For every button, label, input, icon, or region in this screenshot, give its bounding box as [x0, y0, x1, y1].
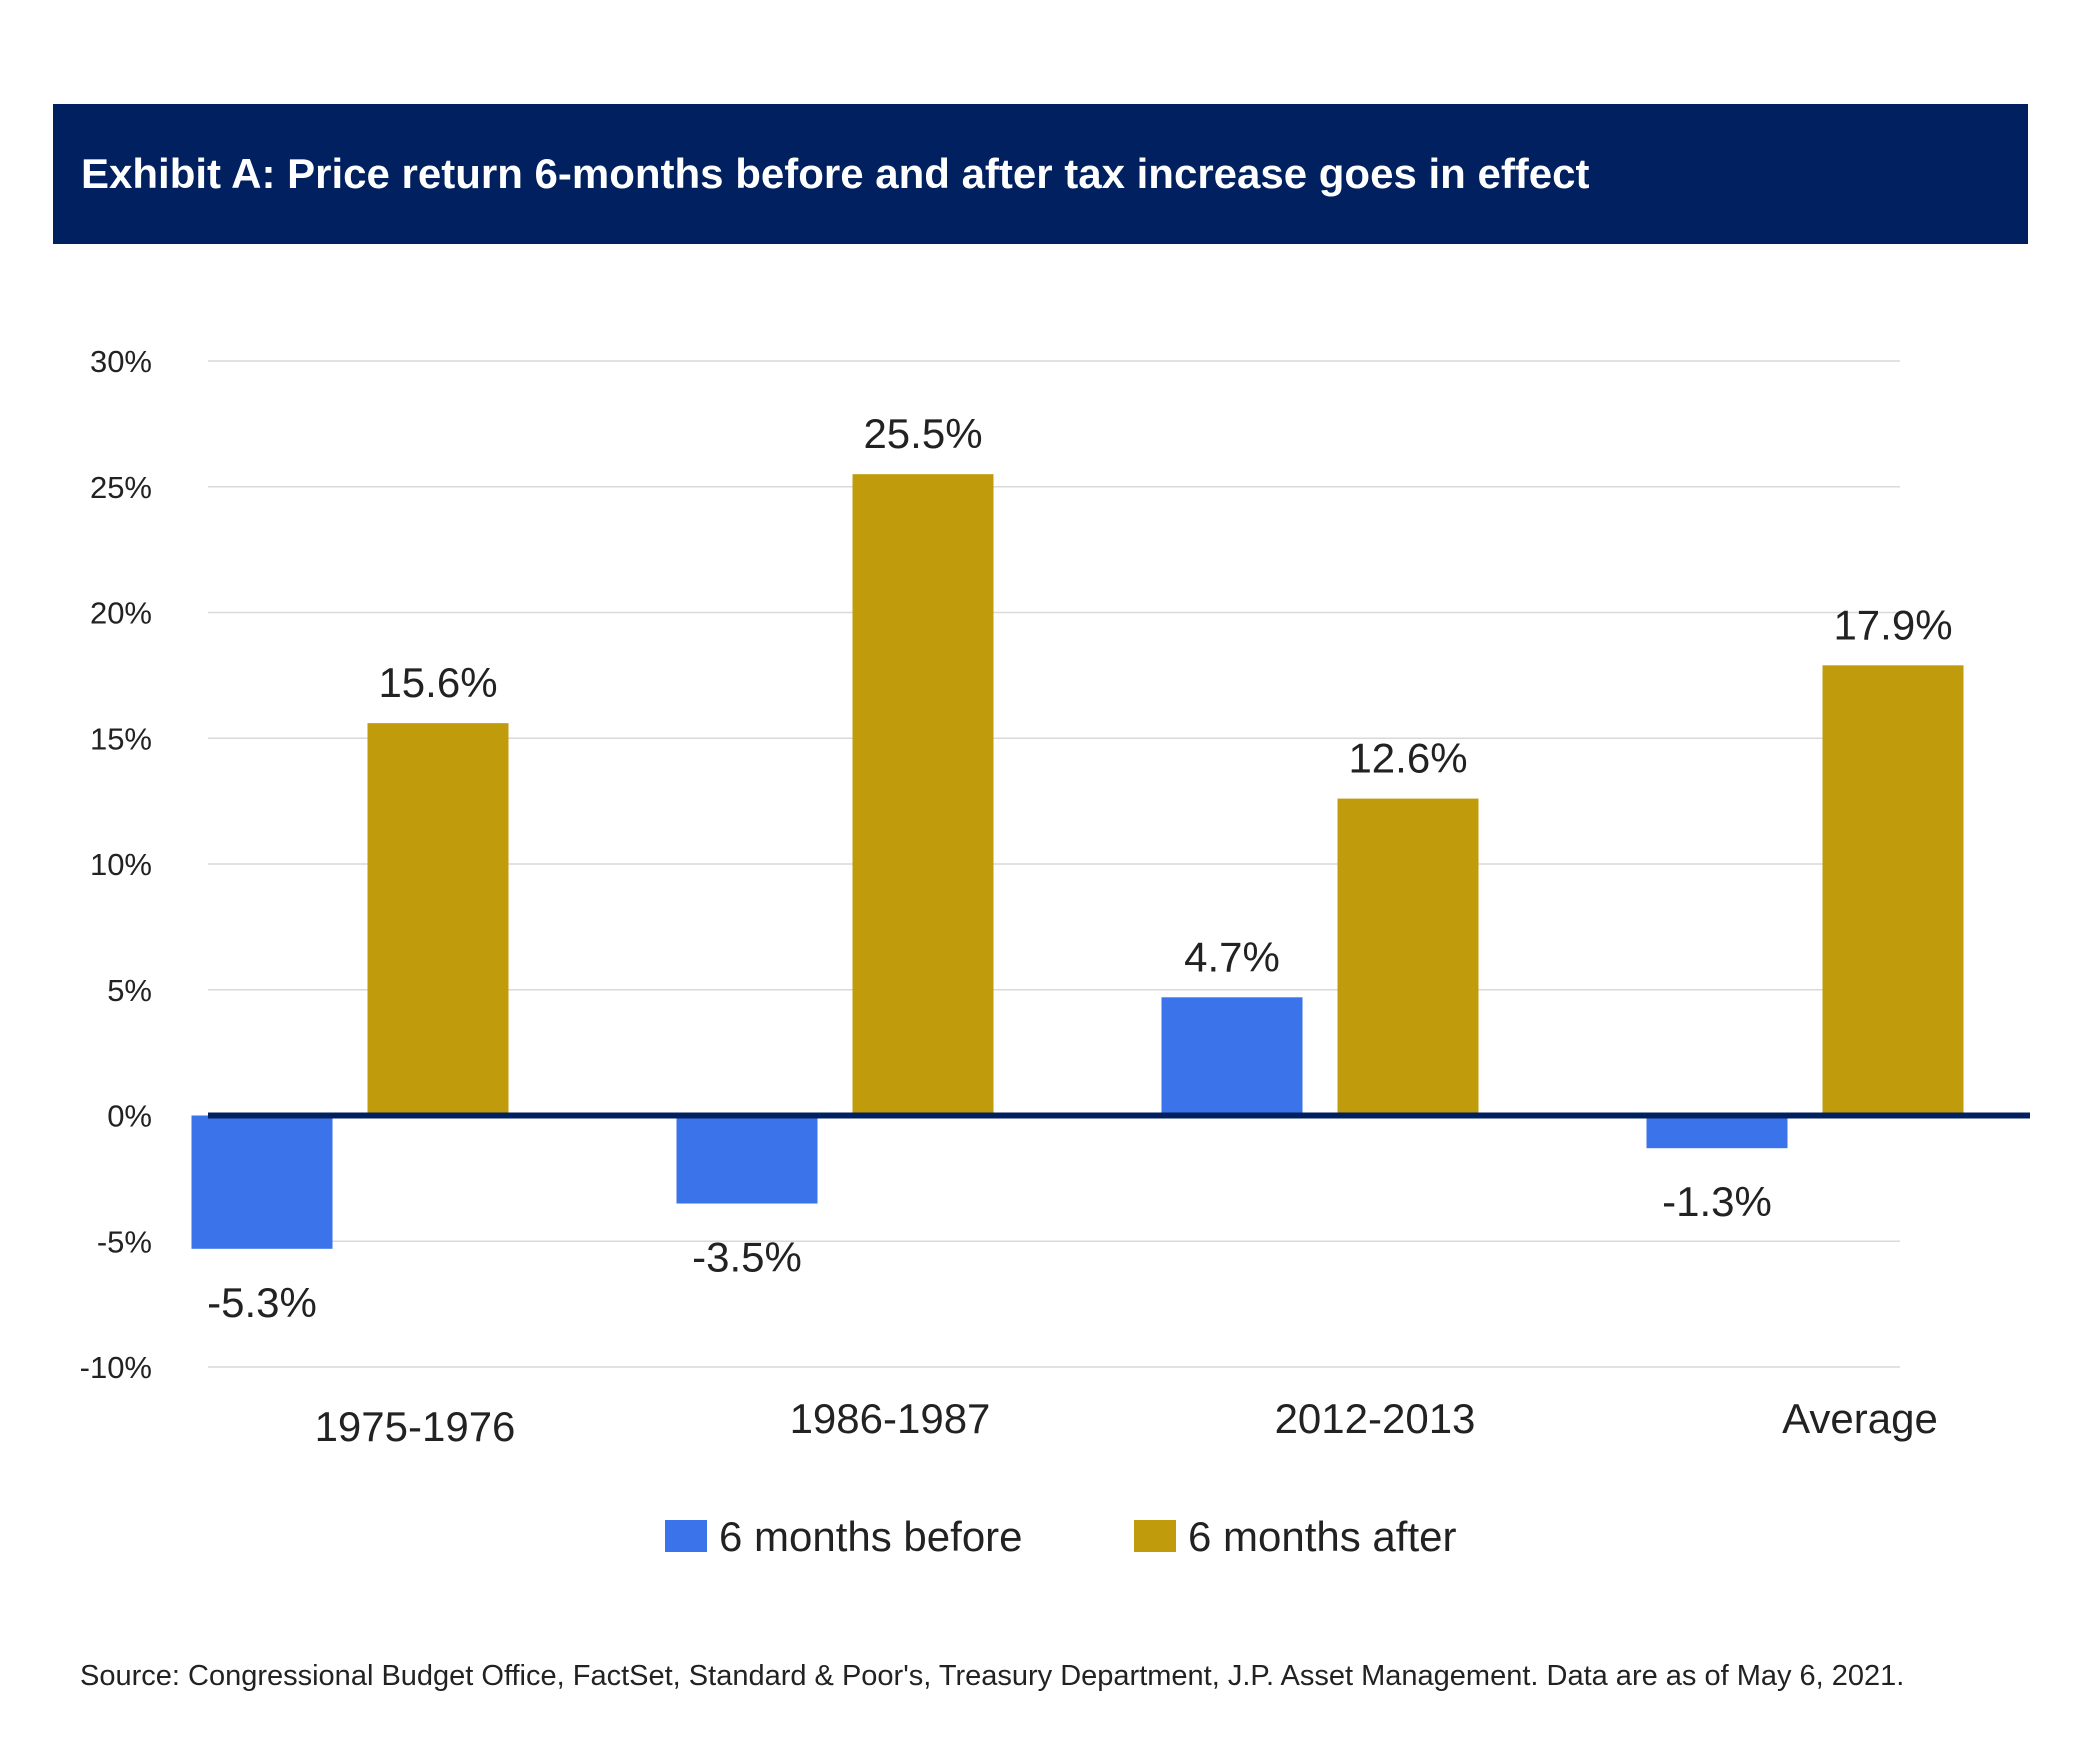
- bar: [191, 1115, 333, 1249]
- source-note: Source: Congressional Budget Office, Fac…: [80, 1660, 1905, 1692]
- y-tick-label: 30%: [90, 344, 152, 379]
- data-label: 12.6%: [1348, 735, 1467, 782]
- data-label: 25.5%: [863, 410, 982, 457]
- bar: [1337, 798, 1479, 1116]
- y-tick-label: 15%: [90, 721, 152, 756]
- y-tick-label: -10%: [80, 1350, 152, 1385]
- bar: [1646, 1115, 1788, 1149]
- data-label: 17.9%: [1833, 601, 1952, 648]
- bar: [852, 474, 994, 1116]
- header-band: Exhibit A: Price return 6-months before …: [53, 104, 2028, 244]
- data-label: -3.5%: [692, 1234, 802, 1281]
- data-label: -1.3%: [1662, 1178, 1772, 1225]
- legend-label: 6 months after: [1188, 1513, 1456, 1560]
- bar: [676, 1115, 818, 1204]
- y-tick-label: 5%: [107, 973, 152, 1008]
- legend-swatch: [1134, 1520, 1176, 1552]
- x-tick-label: 1975-1976: [315, 1403, 516, 1450]
- data-label: -5.3%: [207, 1279, 317, 1326]
- x-tick-label: Average: [1782, 1395, 1938, 1442]
- y-tick-label: 20%: [90, 596, 152, 631]
- legend-swatch: [665, 1520, 707, 1552]
- y-tick-label: 0%: [107, 1099, 152, 1134]
- bar: [367, 723, 509, 1116]
- y-tick-label: 10%: [90, 847, 152, 882]
- x-tick-label: 1986-1987: [790, 1395, 991, 1442]
- x-tick-label: 2012-2013: [1275, 1395, 1476, 1442]
- y-tick-label: -5%: [97, 1224, 152, 1259]
- chart-title: Exhibit A: Price return 6-months before …: [81, 150, 1590, 197]
- data-label: 15.6%: [378, 659, 497, 706]
- bar: [1822, 665, 1964, 1116]
- data-label: 4.7%: [1184, 933, 1280, 980]
- bar: [1161, 997, 1303, 1116]
- y-tick-label: 25%: [90, 470, 152, 505]
- legend-label: 6 months before: [719, 1513, 1023, 1560]
